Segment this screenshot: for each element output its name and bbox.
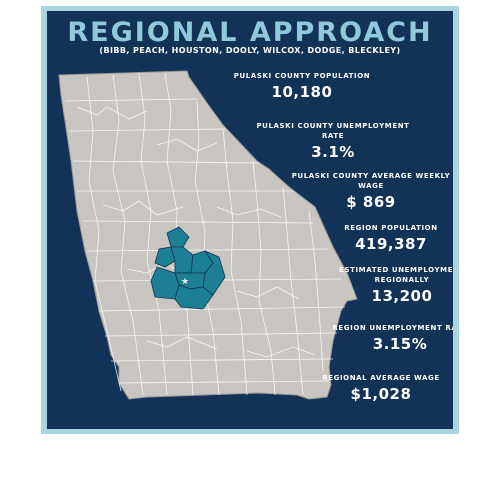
stat-label: REGIONAL AVERAGE WAGE [322,374,440,382]
county-bibb [166,226,190,248]
page-subtitle: (BIBB, PEACH, HOUSTON, DOOLY, WILCOX, DO… [99,46,401,55]
stat-value: $1,028 [350,385,412,403]
stat-region-unemployment-rate: REGION UNEMPLOYMENT RATE 3.15% [320,323,453,353]
stat-label: PULASKI COUNTY AVERAGE WEEKLY WAGE [291,172,451,190]
georgia-map: ★ [58,70,358,400]
page-title: REGIONAL APPROACH [67,17,433,48]
stat-value: 3.15% [372,335,428,353]
infographic-panel: REGIONAL APPROACH (BIBB, PEACH, HOUSTON,… [47,11,453,429]
stat-pulaski-population: PULASKI COUNTY POPULATION 10,180 [222,71,382,101]
stat-pulaski-average-weekly-wage: PULASKI COUNTY AVERAGE WEEKLY WAGE $ 869 [291,171,451,211]
stat-value: $ 869 [346,193,396,211]
stat-label: REGION POPULATION [344,224,438,232]
stat-value: 10,180 [271,83,333,101]
star-icon: ★ [181,277,189,287]
stat-value: 3.1% [311,143,355,161]
stat-estimated-unemployment: ESTIMATED UNEMPLOYMENT REGIONALLY 13,200 [322,265,453,305]
stat-label: REGION UNEMPLOYMENT RATE [332,324,453,332]
county-wilcox [174,284,214,310]
county-lines [64,72,346,396]
region-counties [150,226,226,310]
stat-label: PULASKI COUNTY POPULATION [233,72,371,80]
stat-pulaski-unemployment-rate: PULASKI COUNTY UNEMPLOYMENT RATE 3.1% [253,121,413,161]
stat-region-population: REGION POPULATION 419,387 [311,223,453,253]
stat-regional-average-wage: REGIONAL AVERAGE WAGE $1,028 [301,373,453,403]
stat-value: 13,200 [371,287,433,305]
stat-value: 419,387 [355,235,427,253]
stat-label: ESTIMATED UNEMPLOYMENT REGIONALLY [339,266,453,284]
county-peach [154,246,176,268]
stat-label: PULASKI COUNTY UNEMPLOYMENT RATE [256,122,410,140]
state-outline [58,70,358,400]
